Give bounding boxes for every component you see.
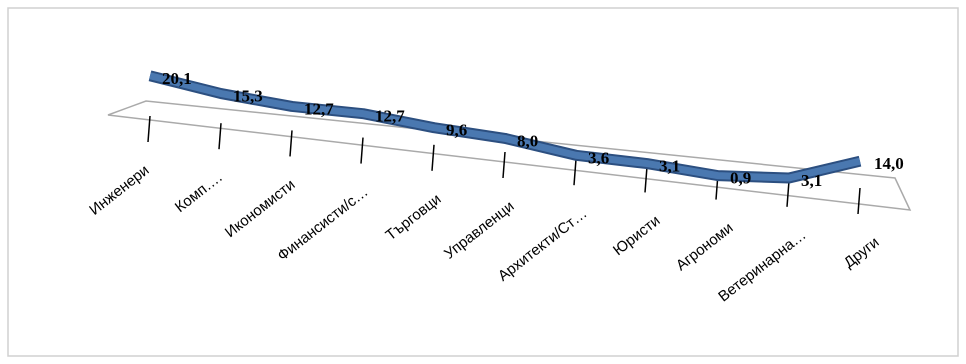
tick-mark <box>786 180 790 207</box>
data-label: 0,9 <box>730 169 751 188</box>
data-label: 12,7 <box>304 99 334 118</box>
tick-mark <box>644 166 648 193</box>
data-label: 12,7 <box>375 107 405 126</box>
data-label: 3,1 <box>659 157 680 176</box>
tick-mark <box>573 159 577 186</box>
tick-mark <box>431 144 435 171</box>
data-label: 8,0 <box>517 131 538 150</box>
tick-mark <box>218 123 222 150</box>
line <box>149 72 861 182</box>
chart-frame <box>7 7 959 357</box>
data-label: 3,6 <box>588 148 609 167</box>
data-label: 20,1 <box>162 69 192 88</box>
data-label: 15,3 <box>233 87 263 106</box>
tick-mark <box>857 187 861 215</box>
data-label: 14,0 <box>874 154 904 173</box>
data-label: 9,6 <box>446 121 467 140</box>
tick-mark <box>289 130 293 157</box>
data-label: 3,1 <box>801 171 822 190</box>
floor <box>107 100 912 211</box>
tick-mark <box>360 137 364 164</box>
tick-mark <box>502 151 506 179</box>
tick-mark <box>147 115 151 143</box>
